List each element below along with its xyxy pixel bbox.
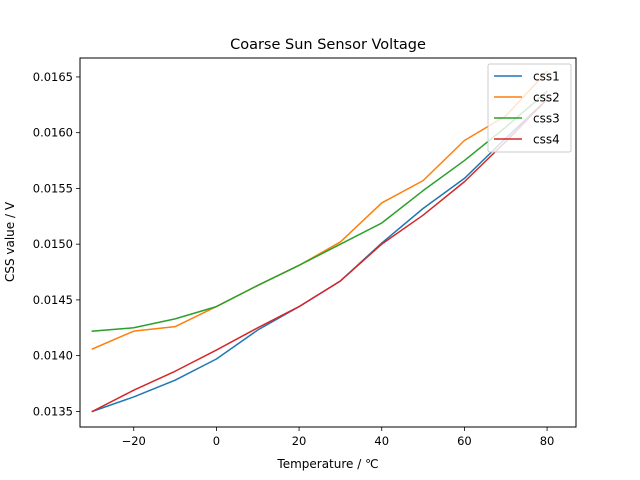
legend-box [487,63,572,153]
series-line-css3 [91,90,549,332]
x-tick-label: 20 [292,434,307,448]
y-tick-label: 0.0135 [33,404,73,418]
x-tick-label: −20 [122,434,146,448]
y-axis-label: CSS value / V [3,201,17,282]
x-axis-label: Temperature / ℃ [276,457,378,471]
y-tick-label: 0.0150 [33,237,73,251]
y-tick-label: 0.0155 [33,181,73,195]
x-tick-label: 40 [374,434,389,448]
legend-label-css1: css1 [533,70,560,84]
legend-label-css2: css2 [533,91,560,105]
series-line-css2 [91,70,549,350]
y-axis-ticks: 0.0135 0.0140 0.0145 0.0150 0.0155 0.0160 0.01… [33,70,80,418]
legend: css1 css2 css3 css4 [487,63,572,153]
x-tick-label: 0 [213,434,220,448]
y-tick-label: 0.0145 [33,293,73,307]
chart-title: Coarse Sun Sensor Voltage [230,37,426,53]
plot-lines [91,70,549,413]
plot-frame [79,57,577,428]
legend-label-css3: css3 [533,112,560,126]
y-tick-label: 0.0160 [33,126,73,140]
x-tick-label: 60 [457,434,472,448]
y-tick-label: 0.0140 [33,349,73,363]
series-line-css4 [91,98,549,413]
x-tick-label: 80 [540,434,555,448]
legend-label-css4: css4 [533,133,560,147]
x-axis-ticks: −20 0 20 40 60 80 [122,427,555,448]
y-tick-label: 0.0165 [33,70,73,84]
